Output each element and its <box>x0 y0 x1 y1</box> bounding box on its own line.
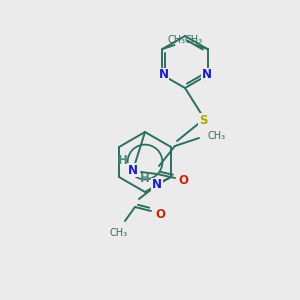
Text: CH₃: CH₃ <box>167 35 185 45</box>
Text: H: H <box>140 172 150 185</box>
Text: O: O <box>155 208 165 220</box>
Text: CH₃: CH₃ <box>184 35 202 45</box>
Text: N: N <box>202 68 212 82</box>
Text: O: O <box>178 173 188 187</box>
Text: N: N <box>152 178 162 191</box>
Text: CH₃: CH₃ <box>110 228 128 238</box>
Text: N: N <box>158 68 169 82</box>
Text: S: S <box>199 113 207 127</box>
Text: CH₃: CH₃ <box>207 131 225 141</box>
Text: H: H <box>118 154 128 167</box>
Text: N: N <box>128 164 138 176</box>
